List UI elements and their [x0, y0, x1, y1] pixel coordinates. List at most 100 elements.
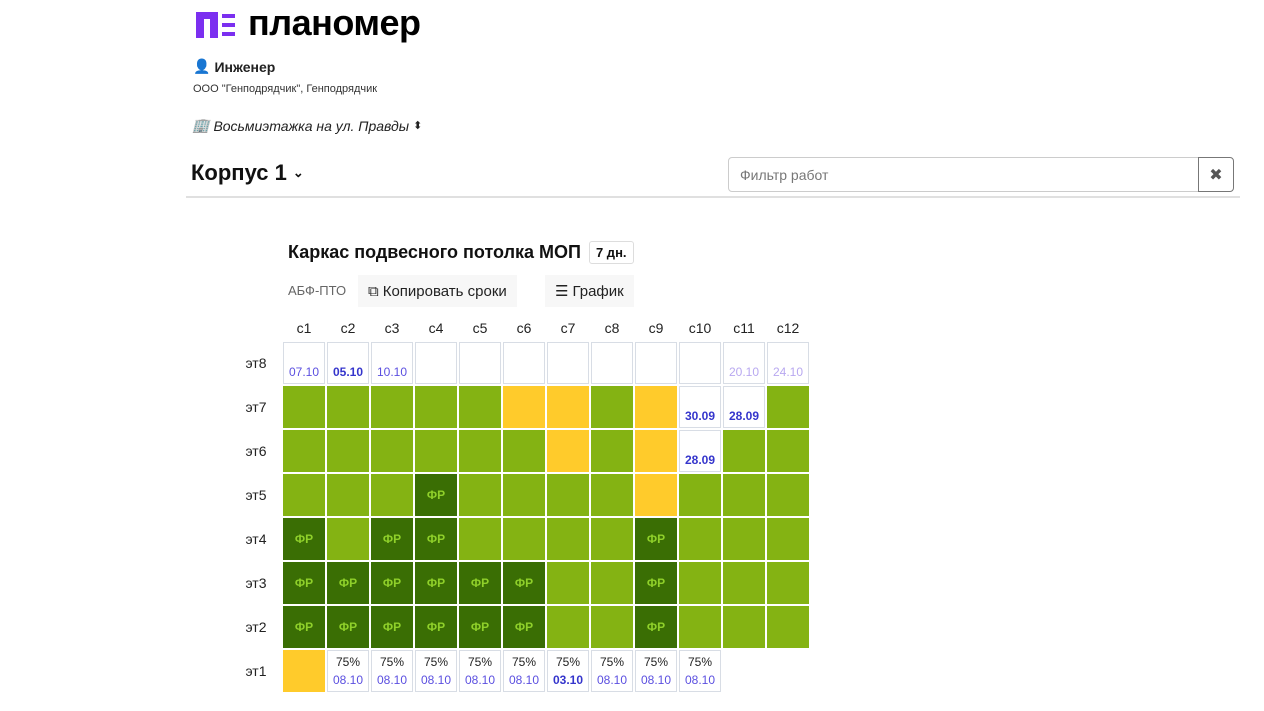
grid-cell[interactable]: ФР [503, 606, 545, 648]
grid-cell[interactable]: ФР [415, 562, 457, 604]
grid-cell[interactable] [635, 342, 677, 384]
grid-cell[interactable] [723, 474, 765, 516]
grid-cell[interactable] [415, 342, 457, 384]
grid-cell[interactable]: 75% 08.10 [459, 650, 501, 692]
grid-cell[interactable] [459, 386, 501, 428]
grid-cell[interactable]: 75% 08.10 [503, 650, 545, 692]
grid-cell[interactable] [327, 430, 369, 472]
grid-cell[interactable]: ФР [283, 606, 325, 648]
grid-cell[interactable] [503, 386, 545, 428]
project-selector[interactable]: 🏢 Восьмиэтажка на ул. Правды ⬍ [192, 117, 422, 134]
grid-cell[interactable]: 20.10 [723, 342, 765, 384]
grid-cell[interactable] [723, 430, 765, 472]
grid-cell[interactable]: 28.09 [723, 386, 765, 428]
grid-cell[interactable] [547, 606, 589, 648]
grid-cell[interactable] [591, 474, 633, 516]
grid-cell[interactable] [591, 342, 633, 384]
grid-cell[interactable] [591, 386, 633, 428]
grid-cell[interactable]: 24.10 [767, 342, 809, 384]
grid-cell[interactable] [679, 518, 721, 560]
grid-cell[interactable] [283, 474, 325, 516]
grid-cell[interactable]: 75% 08.10 [371, 650, 413, 692]
grid-cell[interactable] [591, 606, 633, 648]
grid-cell[interactable]: ФР [635, 606, 677, 648]
grid-cell[interactable]: ФР [415, 474, 457, 516]
grid-cell[interactable] [415, 430, 457, 472]
grid-cell[interactable] [591, 562, 633, 604]
grid-cell[interactable]: ФР [283, 518, 325, 560]
grid-cell[interactable] [767, 518, 809, 560]
grid-cell[interactable]: ФР [283, 562, 325, 604]
grid-cell[interactable] [503, 430, 545, 472]
grid-cell[interactable]: ФР [635, 562, 677, 604]
grid-cell[interactable] [767, 386, 809, 428]
grid-cell[interactable] [459, 474, 501, 516]
grid-cell[interactable] [327, 386, 369, 428]
grid-cell[interactable] [767, 474, 809, 516]
building-selector[interactable]: Корпус 1 ⌄ [191, 160, 304, 186]
grid-cell[interactable]: ФР [459, 562, 501, 604]
grid-cell[interactable] [327, 518, 369, 560]
grid-cell[interactable]: ФР [415, 518, 457, 560]
grid-cell[interactable] [503, 342, 545, 384]
grid-cell[interactable] [459, 430, 501, 472]
grid-cell[interactable] [503, 474, 545, 516]
grid-cell[interactable] [767, 430, 809, 472]
grid-cell[interactable] [723, 518, 765, 560]
grid-cell[interactable]: 07.10 [283, 342, 325, 384]
grid-cell[interactable] [547, 342, 589, 384]
grid-cell[interactable]: 05.10 [327, 342, 369, 384]
grid-cell[interactable]: ФР [459, 606, 501, 648]
grid-cell[interactable]: 75% 08.10 [327, 650, 369, 692]
grid-cell[interactable] [547, 518, 589, 560]
grid-cell[interactable] [591, 430, 633, 472]
grid-cell[interactable] [547, 562, 589, 604]
grid-cell[interactable]: 28.09 [679, 430, 721, 472]
grid-cell[interactable]: ФР [635, 518, 677, 560]
grid-cell[interactable] [459, 518, 501, 560]
grid-cell[interactable]: ФР [371, 518, 413, 560]
grid-cell[interactable] [327, 474, 369, 516]
grid-cell[interactable] [679, 562, 721, 604]
grid-cell[interactable]: 30.09 [679, 386, 721, 428]
grid-cell[interactable] [371, 430, 413, 472]
grid-cell[interactable]: 75% 08.10 [679, 650, 721, 692]
grid-cell[interactable]: ФР [327, 606, 369, 648]
grid-cell[interactable] [679, 606, 721, 648]
schedule-button[interactable]: ☰ График [545, 275, 634, 307]
grid-cell[interactable] [547, 474, 589, 516]
grid-cell[interactable] [547, 386, 589, 428]
grid-cell[interactable]: 75% 08.10 [635, 650, 677, 692]
grid-cell[interactable] [723, 606, 765, 648]
grid-cell[interactable] [459, 342, 501, 384]
grid-cell[interactable]: ФР [327, 562, 369, 604]
grid-cell[interactable]: 75% 08.10 [415, 650, 457, 692]
grid-cell[interactable] [767, 606, 809, 648]
grid-cell[interactable] [283, 430, 325, 472]
grid-cell[interactable]: ФР [371, 562, 413, 604]
grid-cell[interactable] [635, 386, 677, 428]
clear-filter-button[interactable]: ✖ [1198, 157, 1234, 192]
grid-cell[interactable] [635, 474, 677, 516]
grid-cell[interactable] [415, 386, 457, 428]
grid-cell[interactable] [635, 430, 677, 472]
grid-cell[interactable] [283, 650, 325, 692]
filter-input[interactable] [728, 157, 1199, 192]
grid-cell[interactable] [371, 474, 413, 516]
grid-cell[interactable] [283, 386, 325, 428]
grid-cell[interactable] [723, 562, 765, 604]
grid-cell[interactable]: 10.10 [371, 342, 413, 384]
grid-cell[interactable]: ФР [503, 562, 545, 604]
grid-cell[interactable] [591, 518, 633, 560]
copy-dates-button[interactable]: ⧉ Копировать сроки [358, 275, 517, 307]
grid-cell[interactable] [767, 562, 809, 604]
grid-cell[interactable]: 75% 08.10 [591, 650, 633, 692]
logo[interactable]: планомер [196, 2, 421, 44]
grid-cell[interactable] [679, 342, 721, 384]
grid-cell[interactable] [679, 474, 721, 516]
grid-cell[interactable]: ФР [371, 606, 413, 648]
grid-cell[interactable]: ФР [415, 606, 457, 648]
grid-cell[interactable]: 75% 03.10 [547, 650, 589, 692]
grid-cell[interactable] [547, 430, 589, 472]
grid-cell[interactable] [371, 386, 413, 428]
